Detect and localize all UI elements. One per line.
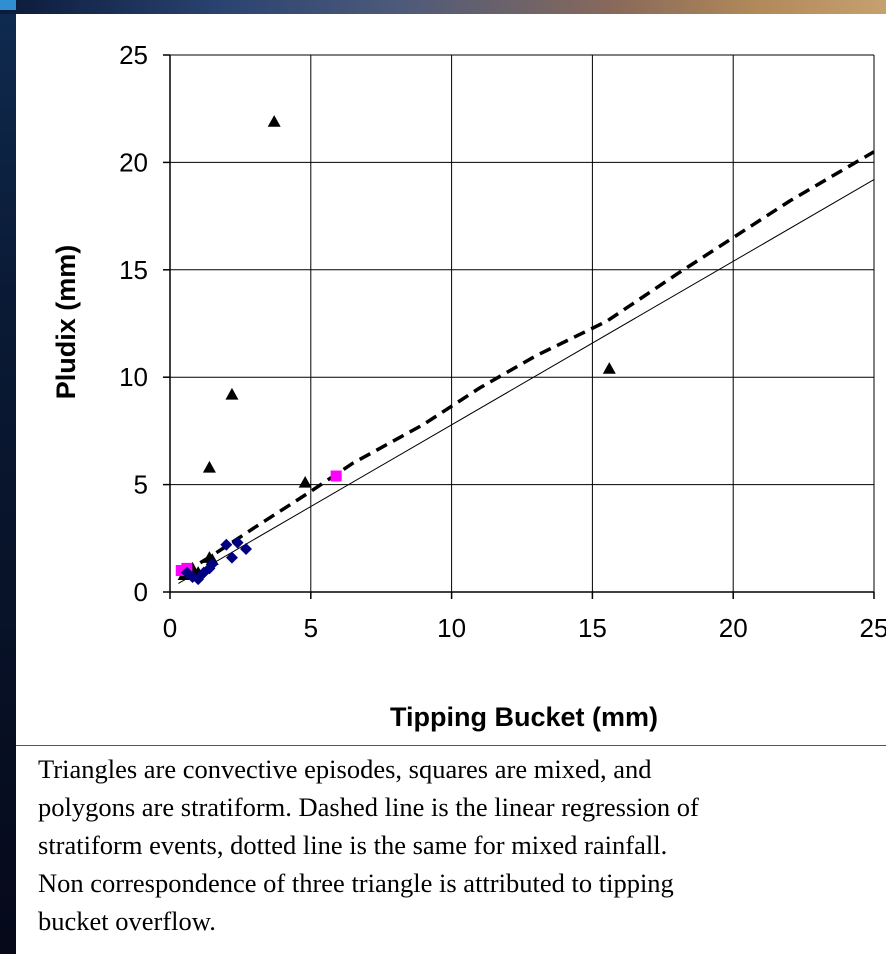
chart-panel xyxy=(16,14,886,954)
square-point xyxy=(175,565,187,577)
y-tick-label: 25 xyxy=(119,40,148,70)
y-tick-label: 0 xyxy=(134,577,148,607)
y-tick-label: 15 xyxy=(119,255,148,285)
data-points xyxy=(175,115,616,586)
solid-regression-line xyxy=(178,179,875,584)
left-decorative-strip xyxy=(0,14,16,954)
triangle-point xyxy=(298,475,312,488)
diamond-point xyxy=(231,536,244,549)
caption-divider xyxy=(16,745,886,746)
axes xyxy=(163,54,875,599)
x-tick-label: 10 xyxy=(437,613,466,643)
regression-lines xyxy=(178,150,875,584)
x-axis-title: Tipping Bucket (mm) xyxy=(390,702,658,732)
x-tick-label: 20 xyxy=(719,613,748,643)
y-axis-title: Pludix (mm) xyxy=(51,245,81,400)
tick-labels: 0 5 10 15 20 25 0 5 10 15 20 25 xyxy=(119,40,886,643)
dashed-regression-line xyxy=(183,150,875,575)
diamond-point xyxy=(240,543,253,556)
triangle-point xyxy=(602,362,616,374)
top-decorative-strip xyxy=(0,0,886,14)
grid-lines xyxy=(170,54,875,592)
y-tick-label: 20 xyxy=(119,147,148,177)
square-point xyxy=(330,470,342,482)
x-tick-label: 25 xyxy=(860,613,886,643)
diamond-point xyxy=(225,551,238,564)
x-tick-label: 5 xyxy=(304,613,318,643)
triangle-point xyxy=(267,115,281,127)
diamond-point xyxy=(220,538,233,551)
figure-caption: Triangles are convective episodes, squar… xyxy=(38,754,699,936)
triangle-point xyxy=(225,387,239,400)
scatter-chart: 0 5 10 15 20 25 0 5 10 15 20 25 Tipping Bucket (mm)… xyxy=(51,40,886,732)
triangle-point xyxy=(202,460,216,473)
x-tick-label: 15 xyxy=(578,613,607,643)
y-tick-label: 5 xyxy=(134,470,148,500)
diamond-point xyxy=(192,573,205,586)
y-tick-label: 10 xyxy=(119,362,148,392)
x-tick-label: 0 xyxy=(163,613,177,643)
diamond-point xyxy=(206,558,219,571)
top-accent-block xyxy=(0,0,16,10)
diamond-point xyxy=(180,566,193,579)
